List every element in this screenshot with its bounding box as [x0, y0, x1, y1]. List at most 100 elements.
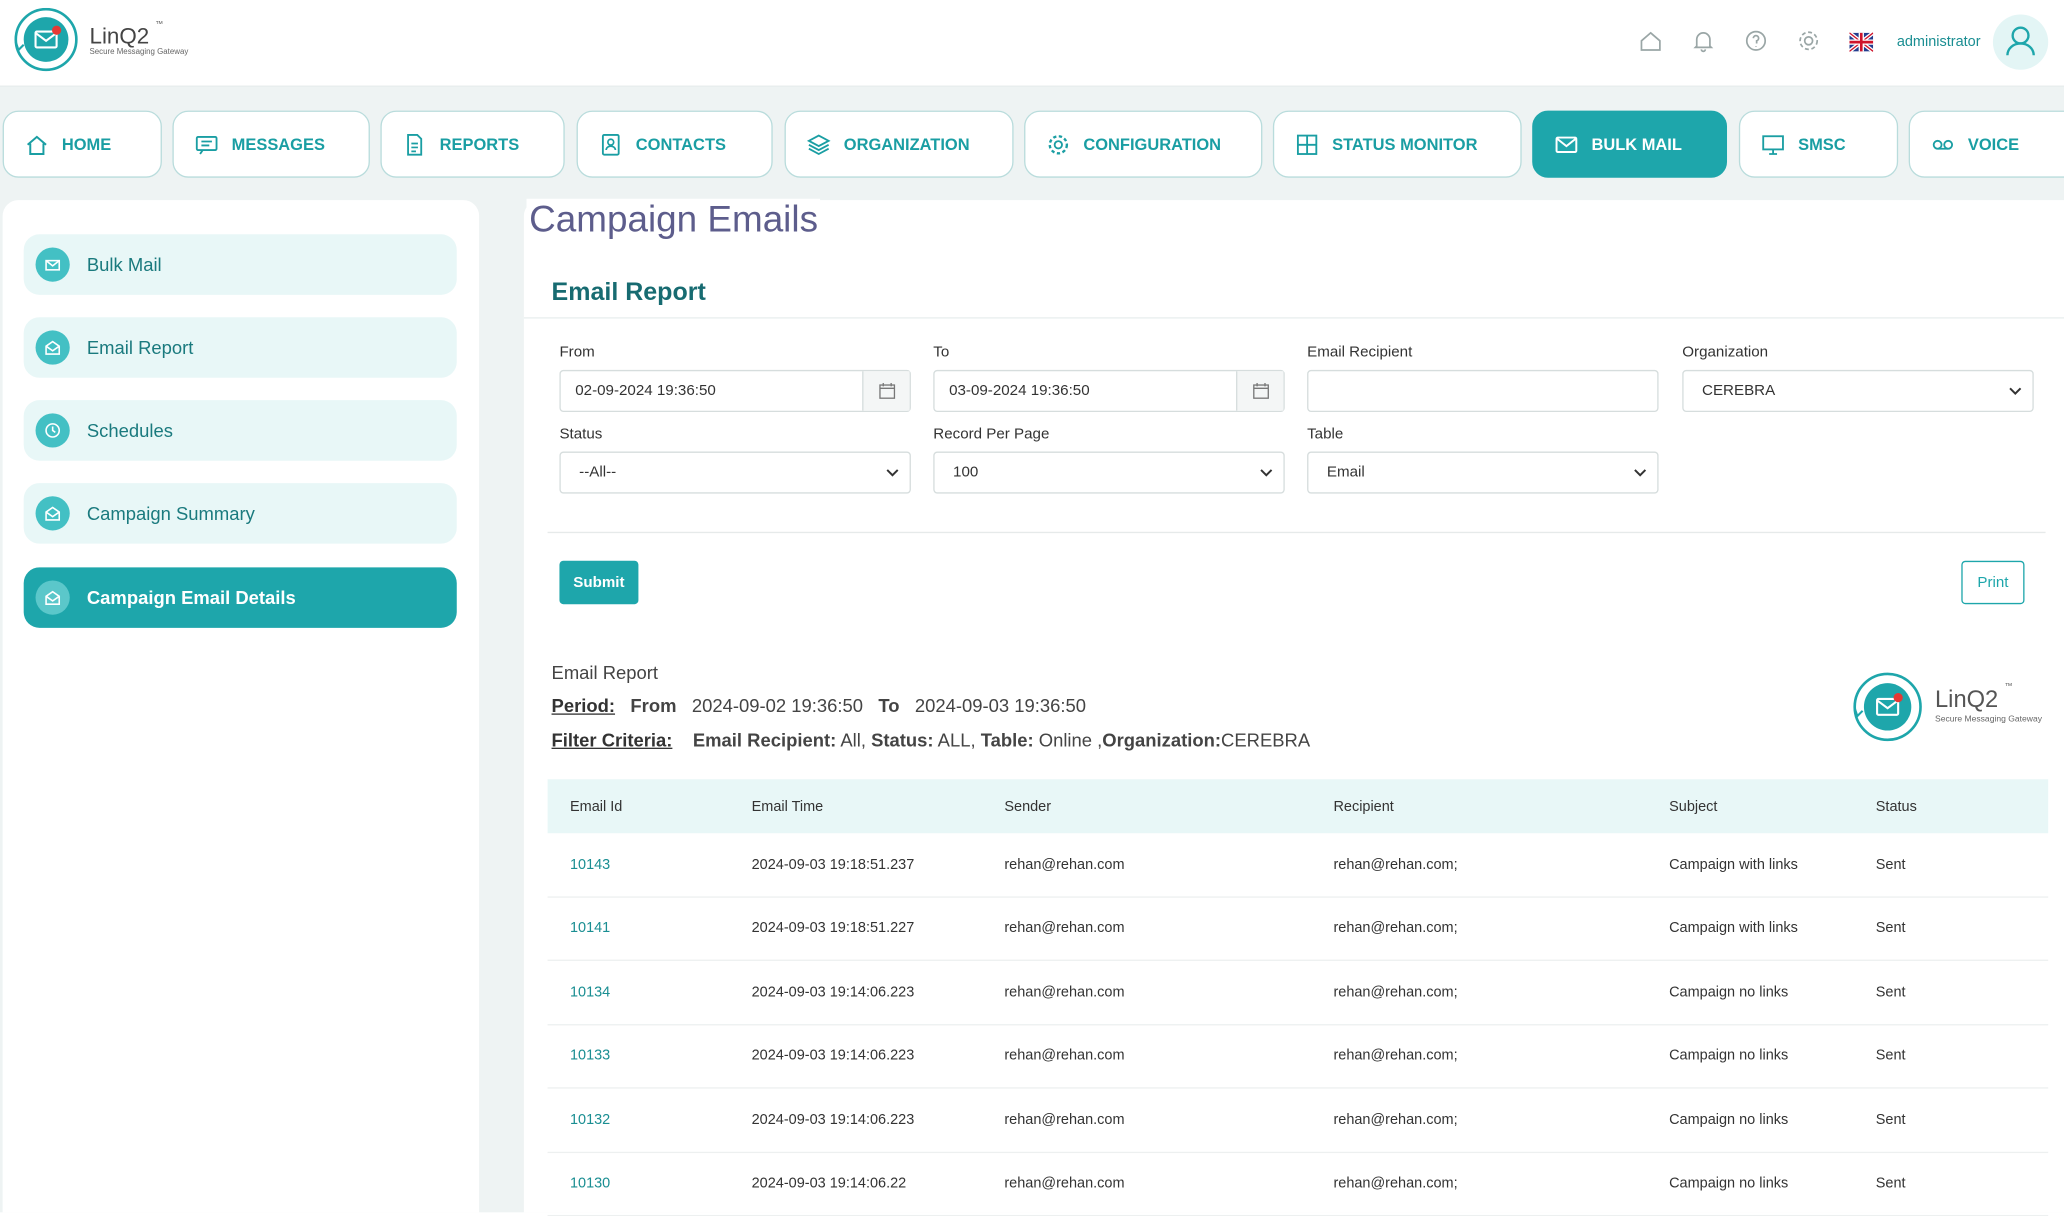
- email-id-link[interactable]: 10130: [569, 1175, 611, 1192]
- fc-recipient-key: Email Recipient:: [692, 729, 837, 751]
- tab-contacts[interactable]: CONTACTS: [576, 110, 773, 178]
- email-id-link[interactable]: 10132: [569, 1111, 611, 1128]
- status-value: --All--: [579, 464, 617, 481]
- col-email-id[interactable]: Email Id: [569, 798, 623, 815]
- sidebar-item-email-report[interactable]: Email Report: [23, 317, 457, 378]
- sidebar-item-bulk-mail[interactable]: Bulk Mail: [23, 234, 457, 295]
- help-icon[interactable]: [1744, 29, 1768, 53]
- tab-label: SMSC: [1798, 134, 1846, 154]
- voicemail-icon: [1932, 139, 1954, 150]
- logo-icon: [14, 7, 78, 72]
- recipient: rehan@rehan.com;: [1333, 1175, 1458, 1192]
- recipient: rehan@rehan.com;: [1333, 856, 1458, 873]
- tab-bulk-mail[interactable]: BULK MAIL: [1532, 110, 1728, 178]
- email-recipient-input[interactable]: [1307, 369, 1659, 413]
- grid-icon: [1296, 134, 1318, 155]
- monitor-icon: [1762, 134, 1784, 155]
- mail-open-icon: [35, 247, 70, 282]
- submit-button[interactable]: Submit: [559, 560, 639, 605]
- subject: Campaign no links: [1669, 1175, 1789, 1192]
- from-date-value: 02-09-2024 19:36:50: [575, 383, 716, 399]
- status: Sent: [1875, 984, 1906, 1001]
- clock-icon: [35, 413, 70, 448]
- recipient: rehan@rehan.com;: [1333, 920, 1458, 937]
- email-id-link[interactable]: 10134: [569, 984, 611, 1001]
- sender: rehan@rehan.com: [1004, 984, 1125, 1001]
- tab-label: MESSAGES: [231, 134, 325, 154]
- tab-smsc[interactable]: SMSC: [1738, 110, 1899, 178]
- to-label: To: [933, 344, 950, 361]
- fc-table-key: Table:: [980, 729, 1034, 751]
- avatar[interactable]: [1992, 14, 2049, 70]
- tab-organization[interactable]: ORGANIZATION: [784, 110, 1014, 178]
- email-id-link[interactable]: 10133: [569, 1048, 611, 1064]
- col-sender[interactable]: Sender: [1004, 798, 1052, 815]
- subject: Campaign with links: [1669, 856, 1798, 873]
- to-date-input[interactable]: 03-09-2024 19:36:50: [933, 369, 1285, 413]
- tab-label: BULK MAIL: [1591, 134, 1682, 154]
- tab-status-monitor[interactable]: STATUS MONITOR: [1272, 110, 1522, 178]
- gear-icon: [1048, 134, 1069, 154]
- settings-icon[interactable]: [1797, 29, 1821, 53]
- col-email-time[interactable]: Email Time: [751, 798, 824, 815]
- calendar-icon[interactable]: [862, 371, 910, 411]
- sidebar-item-campaign-summary[interactable]: Campaign Summary: [23, 483, 457, 544]
- app-logo[interactable]: LinQ2 ™ Secure Messaging Gateway: [13, 7, 197, 74]
- tab-voice[interactable]: VOICE: [1908, 110, 2064, 178]
- user-icon: [2006, 26, 2035, 56]
- email-id-link[interactable]: 10143: [569, 856, 611, 873]
- tab-messages[interactable]: MESSAGES: [172, 110, 370, 178]
- sidebar-item-schedules[interactable]: Schedules: [23, 400, 457, 461]
- uk-flag-icon[interactable]: [1849, 31, 1874, 53]
- table-label: Table: [1307, 426, 1344, 443]
- sender: rehan@rehan.com: [1004, 1111, 1125, 1128]
- page-title: Campaign Emails: [526, 198, 821, 241]
- table-row: 10134 2024-09-03 19:14:06.223 rehan@rehan.…: [547, 961, 2049, 1025]
- user-name[interactable]: administrator: [1896, 34, 1981, 51]
- tab-label: REPORTS: [439, 134, 520, 154]
- status-select[interactable]: --All--: [559, 451, 911, 494]
- col-status[interactable]: Status: [1875, 798, 1917, 815]
- fc-org-value: CEREBRA: [1221, 729, 1311, 751]
- tab-reports[interactable]: REPORTS: [380, 110, 565, 178]
- print-button[interactable]: Print: [1961, 560, 2025, 605]
- bell-icon[interactable]: [1691, 29, 1715, 53]
- tab-home[interactable]: HOME: [2, 110, 162, 178]
- main-panel: [523, 200, 2064, 1213]
- organization-select[interactable]: CEREBRA: [1682, 369, 2034, 413]
- calendar-icon[interactable]: [1236, 371, 1284, 411]
- filter-criteria-label: Filter Criteria:: [551, 729, 673, 751]
- table-row: 10132 2024-09-03 19:14:06.223 rehan@rehan.…: [547, 1089, 2049, 1153]
- subject: Campaign no links: [1669, 1048, 1789, 1064]
- organization-label: Organization: [1682, 344, 1769, 361]
- divider: [547, 531, 2046, 534]
- subject: Campaign with links: [1669, 920, 1798, 937]
- tab-label: STATUS MONITOR: [1332, 134, 1478, 154]
- subject: Campaign no links: [1669, 1111, 1789, 1128]
- home-icon: [27, 134, 47, 155]
- top-header: LinQ2 ™ Secure Messaging Gateway adminis…: [0, 0, 2064, 87]
- to-date-value: 03-09-2024 19:36:50: [949, 383, 1090, 399]
- col-recipient[interactable]: Recipient: [1333, 798, 1394, 815]
- contact-card-icon: [601, 133, 620, 155]
- table-select[interactable]: Email: [1307, 451, 1659, 494]
- sender: rehan@rehan.com: [1004, 1048, 1125, 1064]
- email-id-link[interactable]: 10141: [569, 920, 611, 937]
- status: Sent: [1875, 1175, 1906, 1192]
- tab-configuration[interactable]: CONFIGURATION: [1024, 110, 1263, 178]
- record-per-page-label: Record Per Page: [933, 426, 1050, 443]
- report-title: Email Report: [551, 662, 659, 684]
- layers-icon: [806, 133, 831, 155]
- app-tagline: Secure Messaging Gateway: [89, 48, 189, 57]
- subject: Campaign no links: [1669, 984, 1789, 1001]
- from-date-input[interactable]: 02-09-2024 19:36:50: [559, 369, 911, 413]
- home-outline-icon[interactable]: [1639, 29, 1663, 53]
- col-subject[interactable]: Subject: [1669, 798, 1718, 815]
- chevron-down-icon: [886, 469, 899, 477]
- table-row: 10143 2024-09-03 19:18:51.237 rehan@rehan.…: [547, 833, 2049, 898]
- record-per-page-select[interactable]: 100: [933, 451, 1285, 494]
- tab-label: ORGANIZATION: [843, 134, 970, 154]
- organization-value: CEREBRA: [1702, 383, 1776, 399]
- sidebar-item-campaign-email-details[interactable]: Campaign Email Details: [23, 567, 457, 628]
- sidebar-item-label: Schedules: [86, 419, 173, 441]
